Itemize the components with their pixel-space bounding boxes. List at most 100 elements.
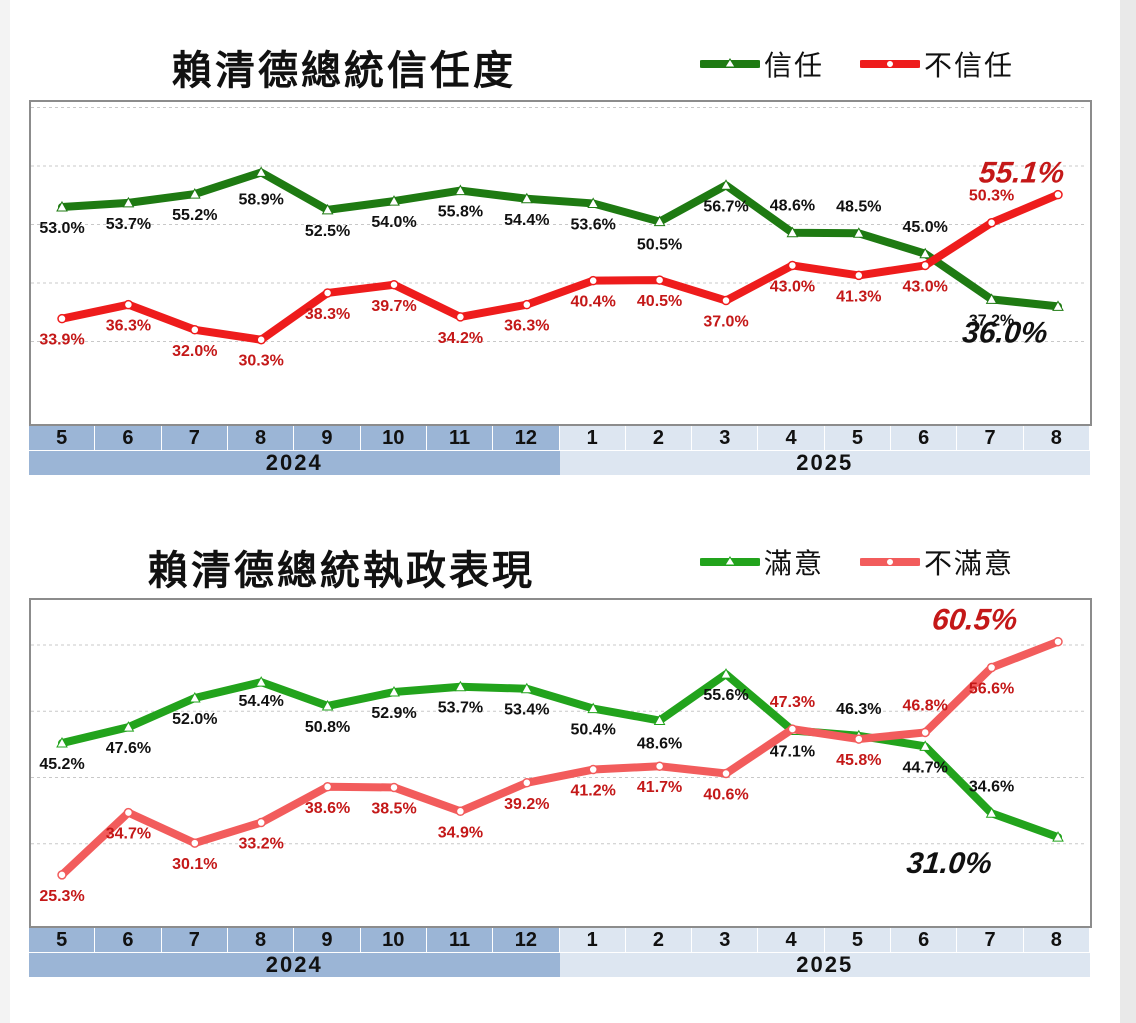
data-point bbox=[520, 192, 533, 204]
data-point bbox=[388, 686, 400, 697]
data-label: 46.8% bbox=[903, 697, 948, 714]
data-label: 55.8% bbox=[438, 204, 483, 221]
legend-line-distrust-icon bbox=[860, 60, 921, 68]
legend: 信任 不信任 bbox=[700, 44, 1014, 84]
legend-label: 信任 bbox=[764, 49, 825, 82]
data-point bbox=[1052, 831, 1064, 842]
data-point bbox=[920, 727, 930, 738]
data-point bbox=[322, 782, 333, 792]
month-tick: 7 bbox=[161, 928, 228, 952]
year-tick: 2025 bbox=[559, 953, 1090, 977]
data-point bbox=[522, 778, 532, 788]
data-point bbox=[985, 807, 998, 818]
month-tick: 6 bbox=[891, 928, 958, 952]
month-axis: 5 6 7 8 9 10 11 12 1 2 3 4 5 6 7 8 bbox=[29, 928, 1090, 952]
data-label: 52.5% bbox=[305, 223, 350, 240]
data-point bbox=[256, 817, 266, 828]
data-label: 32.0% bbox=[172, 343, 217, 360]
data-label: 50.4% bbox=[571, 722, 616, 739]
data-label: 38.6% bbox=[305, 800, 350, 817]
data-label: 53.0% bbox=[39, 220, 84, 237]
month-tick: 5 bbox=[824, 928, 892, 952]
month-tick: 5 bbox=[29, 928, 96, 952]
data-point bbox=[654, 761, 665, 771]
month-tick: 7 bbox=[161, 426, 228, 450]
data-point bbox=[321, 203, 334, 215]
year-axis: 2024 2025 bbox=[29, 953, 1090, 977]
data-point bbox=[852, 227, 865, 238]
data-point bbox=[587, 702, 600, 714]
legend-item-distrust: 不信任 bbox=[860, 44, 1014, 84]
data-label: 46.3% bbox=[836, 701, 881, 718]
data-label: 56.6% bbox=[969, 681, 1014, 698]
month-tick: 3 bbox=[692, 928, 759, 952]
data-label: 45.2% bbox=[39, 756, 84, 773]
year-tick: 2024 bbox=[29, 953, 560, 977]
data-point bbox=[123, 299, 134, 310]
data-point bbox=[721, 295, 731, 306]
data-point bbox=[57, 870, 67, 880]
data-point bbox=[522, 299, 532, 310]
month-tick: 11 bbox=[426, 426, 494, 450]
data-label: 53.4% bbox=[504, 702, 549, 719]
legend-label: 滿意 bbox=[764, 547, 825, 580]
data-point bbox=[56, 200, 68, 212]
data-label: 34.9% bbox=[438, 824, 483, 841]
chart-title: 賴清德總統執政表現 bbox=[148, 548, 535, 594]
month-tick: 4 bbox=[758, 426, 825, 450]
data-label: 55.6% bbox=[703, 687, 748, 704]
month-tick: 1 bbox=[559, 426, 626, 450]
plot-area bbox=[29, 598, 1092, 928]
data-point bbox=[389, 782, 399, 793]
data-label: 34.6% bbox=[969, 778, 1014, 795]
data-label: 60.5% bbox=[931, 604, 1020, 637]
data-label: 40.5% bbox=[637, 293, 682, 310]
data-label: 55.2% bbox=[172, 207, 217, 224]
legend-line-trust-icon bbox=[700, 58, 760, 68]
legend-item-trust: 信任 bbox=[700, 44, 824, 84]
data-point bbox=[721, 768, 731, 779]
month-tick: 5 bbox=[29, 426, 96, 450]
month-tick: 9 bbox=[294, 426, 361, 450]
data-point bbox=[256, 334, 266, 345]
data-label: 44.7% bbox=[903, 759, 948, 776]
data-label: 53.6% bbox=[571, 216, 616, 233]
data-label: 38.5% bbox=[371, 800, 416, 817]
data-point bbox=[255, 166, 268, 177]
data-label: 50.5% bbox=[637, 237, 682, 254]
data-label: 50.8% bbox=[305, 719, 350, 736]
data-label: 30.3% bbox=[239, 353, 284, 370]
data-point bbox=[255, 676, 268, 687]
data-point bbox=[985, 293, 998, 304]
data-label: 37.0% bbox=[703, 314, 748, 331]
page-edge bbox=[1120, 0, 1136, 1023]
data-point bbox=[720, 668, 732, 679]
data-point bbox=[388, 195, 400, 206]
data-label: 47.6% bbox=[106, 740, 151, 757]
month-tick: 2 bbox=[625, 426, 693, 450]
data-point bbox=[787, 724, 798, 734]
data-point bbox=[122, 721, 135, 732]
data-point bbox=[520, 682, 533, 694]
data-point bbox=[455, 806, 466, 817]
month-tick: 8 bbox=[1023, 928, 1090, 952]
data-point bbox=[587, 197, 600, 208]
month-tick: 12 bbox=[493, 928, 560, 952]
year-tick: 2024 bbox=[29, 451, 560, 475]
data-point bbox=[920, 260, 930, 271]
month-tick: 7 bbox=[957, 928, 1024, 952]
data-point bbox=[986, 217, 997, 228]
data-point bbox=[188, 188, 201, 199]
data-point bbox=[1053, 189, 1063, 200]
month-tick: 11 bbox=[426, 928, 494, 952]
data-label: 30.1% bbox=[172, 856, 217, 873]
data-point bbox=[986, 662, 997, 673]
data-label: 37.2% bbox=[969, 312, 1014, 329]
data-point bbox=[919, 740, 932, 751]
data-point bbox=[854, 270, 864, 281]
data-label: 34.7% bbox=[106, 826, 151, 843]
series-line-0 bbox=[58, 168, 1062, 311]
data-label: 47.1% bbox=[770, 743, 815, 760]
